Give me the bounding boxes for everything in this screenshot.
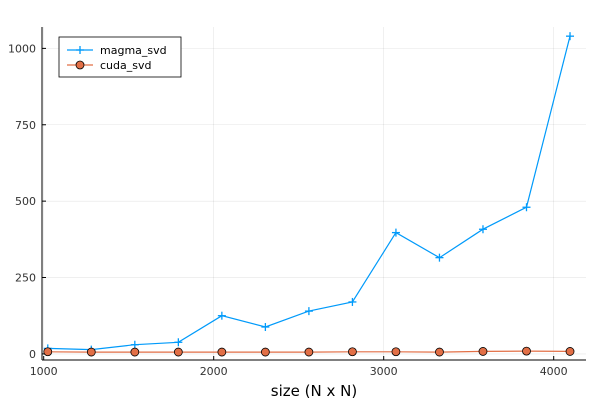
x-tick-label: 4000 xyxy=(540,365,568,378)
legend: magma_svd cuda_svd xyxy=(58,36,182,78)
data-point-magma_svd xyxy=(478,225,487,234)
series-magma_svd xyxy=(43,32,575,354)
data-point-cuda_svd xyxy=(348,347,357,357)
data-point-cuda_svd xyxy=(173,347,183,357)
series-line-magma_svd xyxy=(47,36,571,351)
data-point-cuda_svd xyxy=(435,347,444,357)
data-point-magma_svd xyxy=(304,307,313,316)
data-point-cuda_svd xyxy=(478,347,488,356)
axes xyxy=(41,27,586,361)
data-point-magma_svd xyxy=(566,32,575,41)
data-point-cuda_svd xyxy=(522,346,531,356)
legend-entry: magma_svd xyxy=(67,44,167,57)
data-point-magma_svd xyxy=(261,323,270,332)
data-point-magma_svd xyxy=(435,253,444,262)
data-point-cuda_svd xyxy=(43,347,53,357)
y-tick-label: 1000 xyxy=(8,42,36,55)
legend-entry: cuda_svd xyxy=(67,59,151,72)
legend-swatch-marker xyxy=(75,60,85,70)
x-tick-label: 2000 xyxy=(200,365,228,378)
x-tick-label: 3000 xyxy=(370,365,398,378)
data-point-cuda_svd xyxy=(130,347,140,357)
y-tick-label: 500 xyxy=(15,195,36,208)
data-point-magma_svd xyxy=(174,338,183,347)
legend-swatch-marker xyxy=(76,46,84,54)
data-point-magma_svd xyxy=(522,203,531,212)
data-point-cuda_svd xyxy=(565,347,575,356)
data-point-magma_svd xyxy=(348,297,357,306)
data-point-cuda_svd xyxy=(86,347,96,357)
data-point-magma_svd xyxy=(130,340,139,349)
legend-label: cuda_svd xyxy=(100,59,151,72)
data-point-magma_svd xyxy=(217,311,226,320)
data-point-cuda_svd xyxy=(391,347,401,357)
series-cuda_svd xyxy=(43,346,575,357)
legend-box xyxy=(58,36,182,78)
tick-labels: 1000 2000 3000 4000 0 250 500 750 1000 xyxy=(8,42,568,378)
y-tick-label: 750 xyxy=(15,119,36,132)
data-point-magma_svd xyxy=(391,228,400,237)
data-point-cuda_svd xyxy=(304,347,314,357)
y-tick-label: 0 xyxy=(29,348,36,361)
legend-label: magma_svd xyxy=(100,44,167,57)
series xyxy=(43,32,575,357)
data-point-cuda_svd xyxy=(260,347,270,357)
data-point-cuda_svd xyxy=(217,347,227,357)
x-tick-label: 1000 xyxy=(30,365,58,378)
y-tick-label: 250 xyxy=(15,272,36,285)
x-axis-label: size (N x N) xyxy=(271,382,357,400)
